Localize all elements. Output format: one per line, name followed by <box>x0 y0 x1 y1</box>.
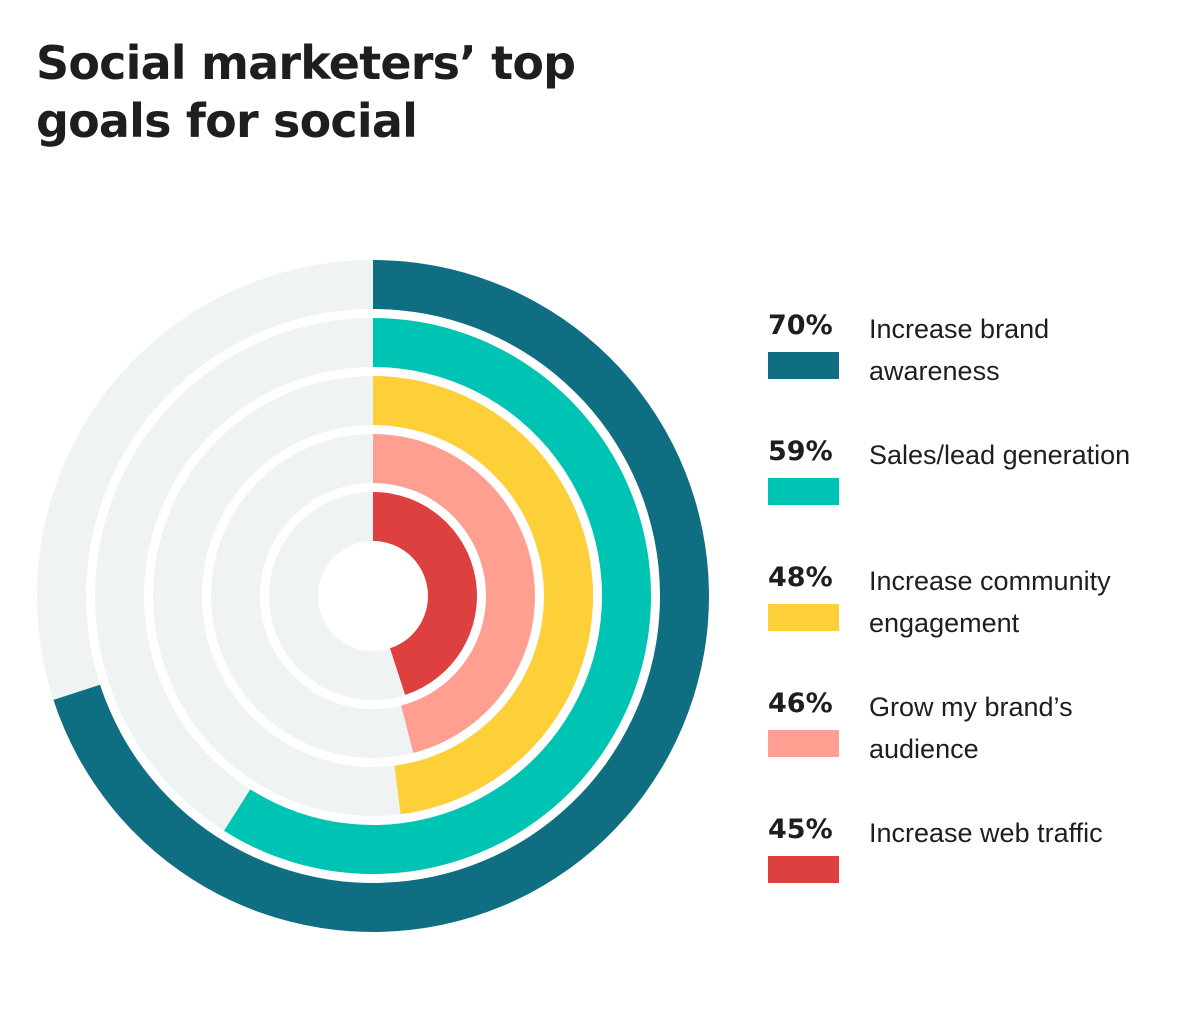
legend-swatch <box>768 604 839 631</box>
legend-value: 46% <box>768 688 833 719</box>
legend-label: Increase brand awareness <box>869 314 1050 386</box>
ring-bar-2 <box>224 318 652 874</box>
ring-bar-4 <box>373 434 536 753</box>
ring-bar-3 <box>373 376 594 815</box>
radial-bar-chart <box>37 260 710 933</box>
legend-swatch <box>768 856 839 883</box>
legend-value: 48% <box>768 562 833 593</box>
legend-label: Increase community engagement <box>869 566 1111 638</box>
chart-title: Social marketers’ top goals for social <box>36 36 576 148</box>
legend-label: Grow my brand’s audience <box>869 692 1073 764</box>
legend-item: 70% Increase brand awareness <box>768 308 1168 434</box>
legend-swatch <box>768 730 839 757</box>
legend-swatch <box>768 478 839 505</box>
legend-item: 45% Increase web traffic <box>768 812 1168 938</box>
ring-bar-5 <box>373 492 478 695</box>
legend-label: Increase web traffic <box>869 818 1103 848</box>
legend-item: 48% Increase community engagement <box>768 560 1168 686</box>
chart-legend: 70% Increase brand awareness 59% Sales/lead… <box>768 308 1168 938</box>
legend-label: Sales/lead generation <box>869 440 1131 470</box>
legend-value: 45% <box>768 814 833 845</box>
legend-item: 46% Grow my brand’s audience <box>768 686 1168 812</box>
legend-value: 59% <box>768 436 833 467</box>
legend-item: 59% Sales/lead generation <box>768 434 1168 560</box>
legend-value: 70% <box>768 310 833 341</box>
legend-swatch <box>768 352 839 379</box>
